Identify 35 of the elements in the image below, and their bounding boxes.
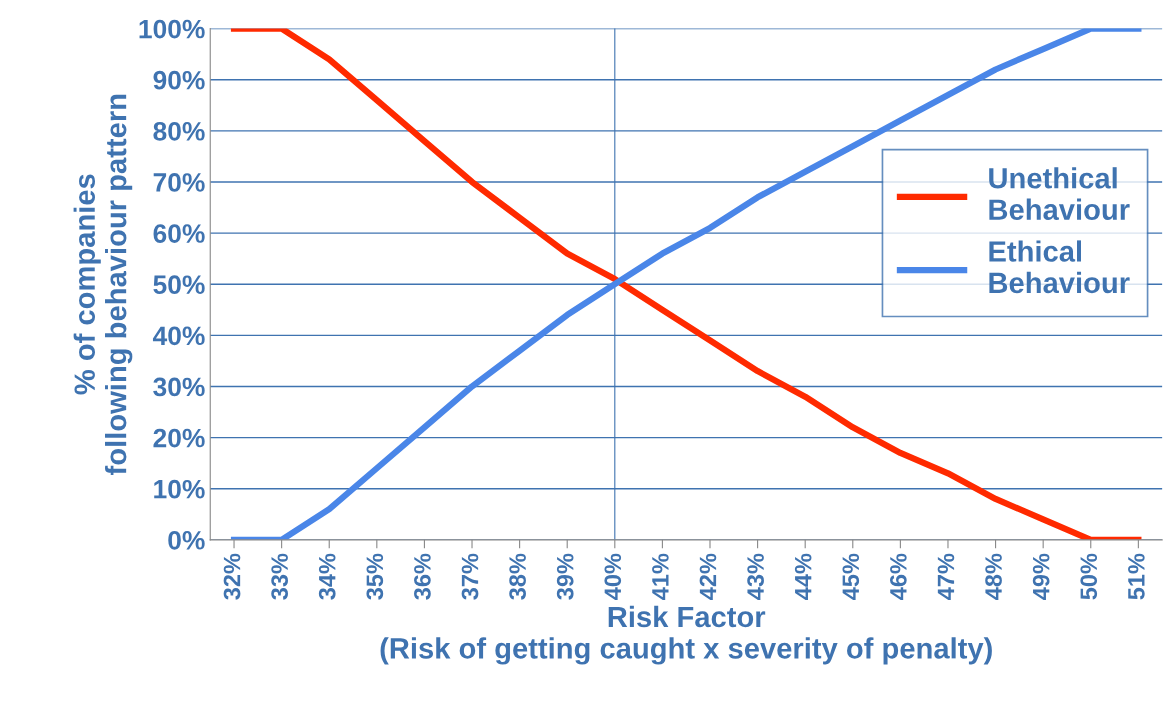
y-tick-label: 10% [154, 479, 205, 499]
y-tick-label: 80% [153, 121, 205, 141]
x-tick-label: 36% [414, 553, 431, 600]
x-tick-label: 35% [366, 553, 384, 600]
x-tick-label: 50% [1080, 553, 1098, 600]
y-tick-label: 50% [153, 275, 205, 295]
y-tick-label: 20% [153, 428, 205, 448]
x-tick-label: 45% [842, 553, 860, 600]
y-tick-label: 70% [153, 173, 205, 192]
x-tick-label: 39% [556, 553, 574, 600]
y-tick-label: 60% [153, 224, 205, 243]
x-tick-label: 41% [652, 553, 669, 600]
y-tick-label: 100% [139, 19, 205, 39]
x-tick-label: 48% [985, 553, 1002, 600]
x-tick-label: 37% [461, 553, 479, 600]
x-tick-label: 51% [1128, 553, 1145, 600]
x-tick-label: 42% [699, 553, 717, 600]
y-tick-label: 90% [153, 70, 205, 90]
x-tick-label: 32% [223, 553, 241, 600]
x-tick-label: 49% [1032, 553, 1050, 600]
x-tick-label: 40% [604, 553, 622, 600]
y-tick-label: 30% [153, 377, 205, 397]
x-tick-label: 46% [890, 553, 907, 600]
y-axis-title: % of companies following behaviour pattern [73, 94, 133, 475]
legend-label: Unethical Behaviour [989, 167, 1130, 221]
legend-label: Ethical Behaviour [989, 240, 1130, 294]
x-tick-label: 33% [271, 553, 289, 600]
x-tick-label: 47% [937, 553, 955, 600]
x-tick-label: 43% [747, 553, 764, 600]
x-axis-title: Risk Factor (Risk of getting caught x severity of penalty) [380, 605, 992, 665]
x-tick-label: 44% [794, 553, 812, 600]
x-tick-label: 38% [509, 553, 526, 600]
x-tick-label: 34% [318, 553, 336, 600]
y-tick-label: 40% [152, 326, 205, 346]
y-tick-label: 0% [168, 530, 205, 550]
